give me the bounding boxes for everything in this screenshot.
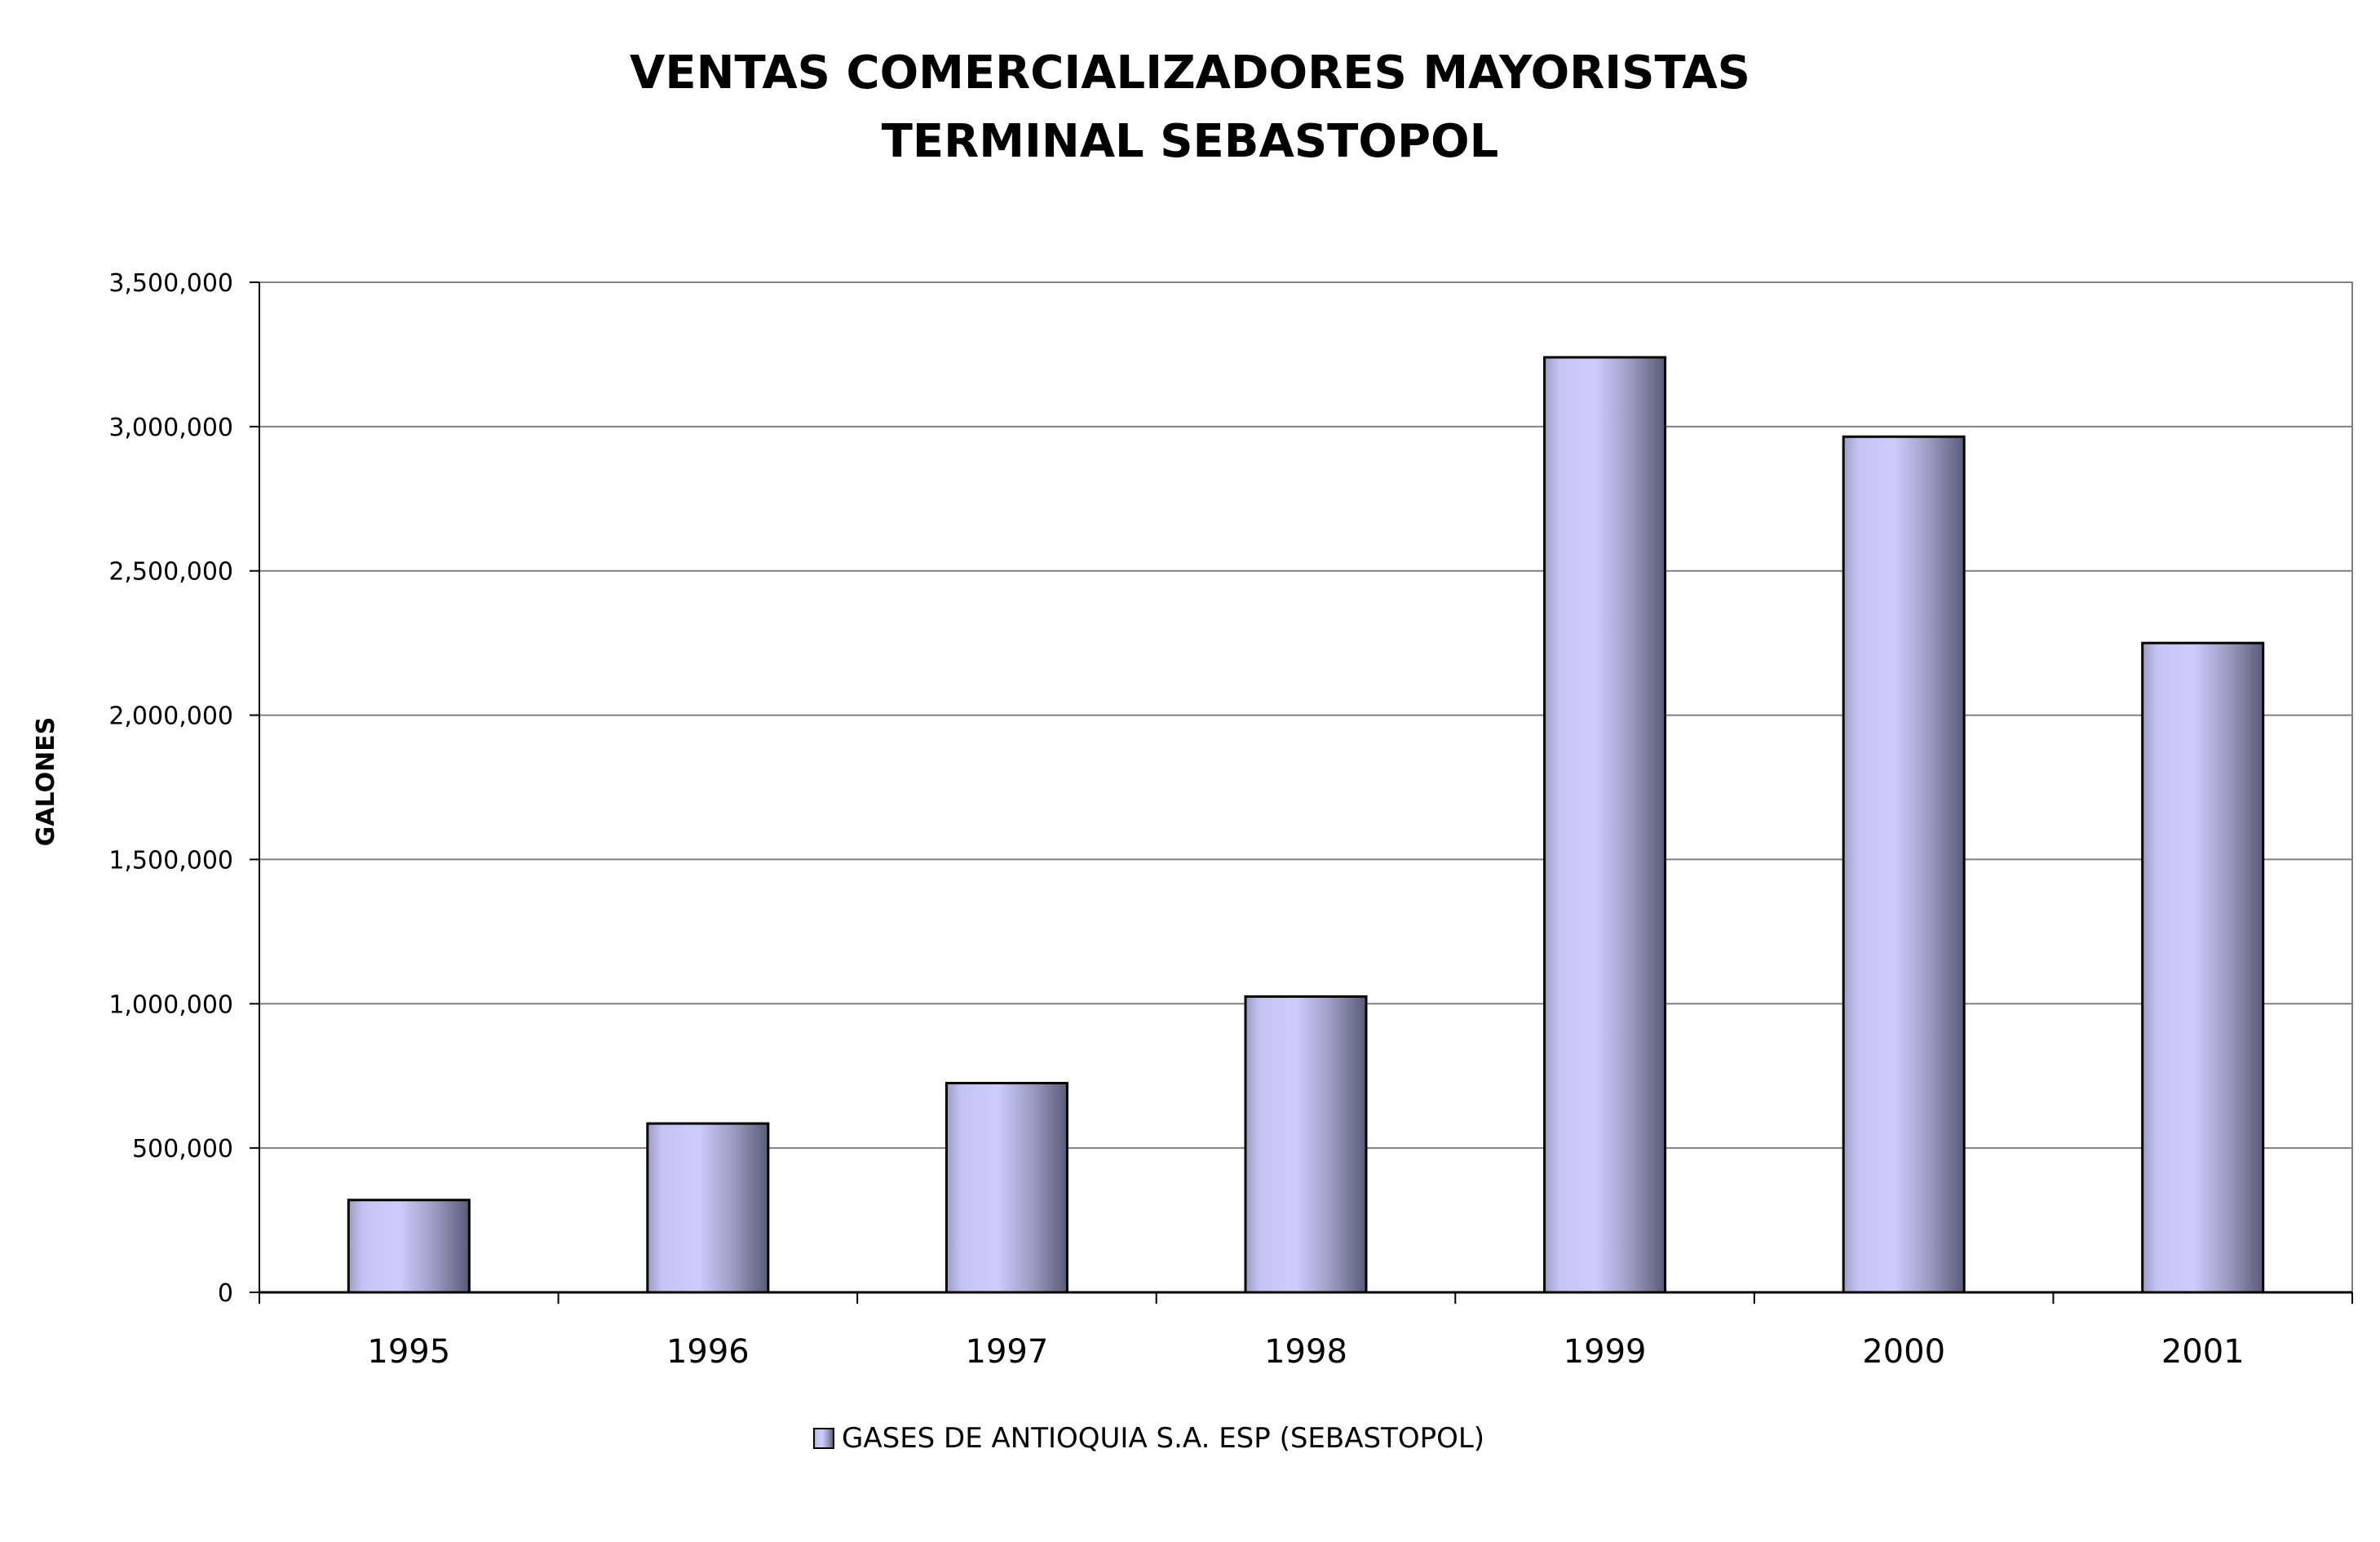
- x-tick-label: 2000: [1862, 1333, 1945, 1371]
- gridlines: [250, 281, 2352, 1293]
- axes: [259, 282, 2353, 1304]
- x-tick-label: 1996: [666, 1333, 750, 1371]
- x-tick-label: 1995: [367, 1333, 450, 1371]
- y-axis-label: GALONES: [32, 717, 60, 847]
- legend-swatch: [813, 1428, 834, 1449]
- x-tick-label: 1998: [1264, 1333, 1347, 1371]
- chart-title-line-1: VENTAS COMERCIALIZADORES MAYORISTAS: [630, 47, 1750, 100]
- y-tick-label: 1,500,000: [108, 846, 233, 875]
- bars: [347, 356, 2265, 1294]
- chart-title-line-2: TERMINAL SEBASTOPOL: [882, 115, 1499, 168]
- bar-2001: [2141, 641, 2265, 1294]
- y-tick-label: 500,000: [132, 1135, 233, 1163]
- bar-2000: [1842, 435, 1966, 1294]
- x-tick-label: 1999: [1564, 1333, 1647, 1371]
- y-tick-label: 2,500,000: [108, 558, 233, 587]
- bar-1995: [347, 1199, 471, 1294]
- x-tick-label: 1997: [966, 1333, 1049, 1371]
- legend: GASES DE ANTIOQUIA S.A. ESP (SEBASTOPOL): [813, 1422, 1484, 1455]
- x-tick-label: 2001: [2161, 1333, 2245, 1371]
- bar-1997: [944, 1082, 1068, 1294]
- bar-1998: [1244, 995, 1368, 1294]
- y-tick-label: 3,000,000: [108, 414, 233, 442]
- bar-1999: [1543, 356, 1667, 1294]
- y-tick-label: 0: [218, 1279, 233, 1308]
- legend-label: GASES DE ANTIOQUIA S.A. ESP (SEBASTOPOL): [842, 1422, 1484, 1455]
- y-tick-label: 1,000,000: [108, 990, 233, 1019]
- y-tick-label: 3,500,000: [108, 269, 233, 298]
- y-tick-label: 2,000,000: [108, 702, 233, 731]
- x-tick-labels: 1995 1996 1997 1998 1999 2000 2001: [367, 1333, 2244, 1371]
- y-tick-labels: 0 500,000 1,000,000 1,500,000 2,000,000 2,500…: [108, 269, 233, 1308]
- bar-1996: [646, 1122, 770, 1294]
